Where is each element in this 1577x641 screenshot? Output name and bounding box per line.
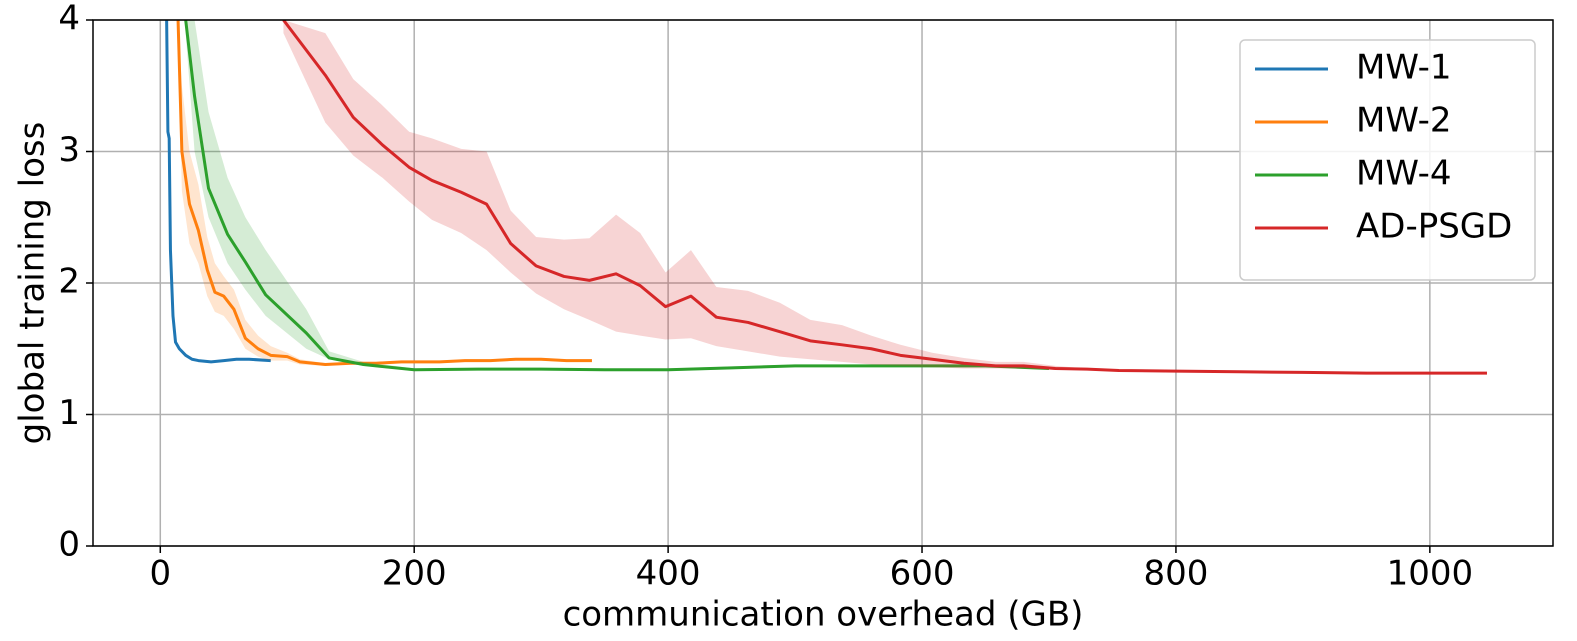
legend-box [1239,39,1536,281]
x-tick-label: 400 [636,554,701,594]
x-tick-label: 1000 [1387,554,1474,594]
y-tick-label: 1 [58,393,80,433]
y-tick-label: 2 [58,262,80,302]
series-line [176,20,592,367]
x-tick-label: 600 [890,554,955,594]
legend: MW-1 MW-2 MW-4 AD-PSGD [1239,39,1536,281]
legend-label: MW-4 [1356,154,1451,194]
plot-area [165,20,1487,375]
confidence-band [178,20,592,366]
x-tick-label: 800 [1143,554,1208,594]
legend-label: MW-2 [1356,101,1451,141]
series-line [165,20,271,364]
x-tick-label: 0 [149,554,171,594]
y-tick-label: 0 [58,525,80,565]
y-tick-label: 4 [58,0,80,39]
x-tick-label: 200 [382,554,447,594]
y-axis-label: global training loss [13,122,53,445]
y-tick-label: 3 [58,130,80,170]
confidence-band [283,20,1487,374]
legend-label: AD-PSGD [1356,207,1512,247]
series-line [184,20,1050,372]
series-line [282,20,1487,375]
legend-label: MW-1 [1356,48,1451,88]
x-axis-label: communication overhead (GB) [563,595,1084,635]
